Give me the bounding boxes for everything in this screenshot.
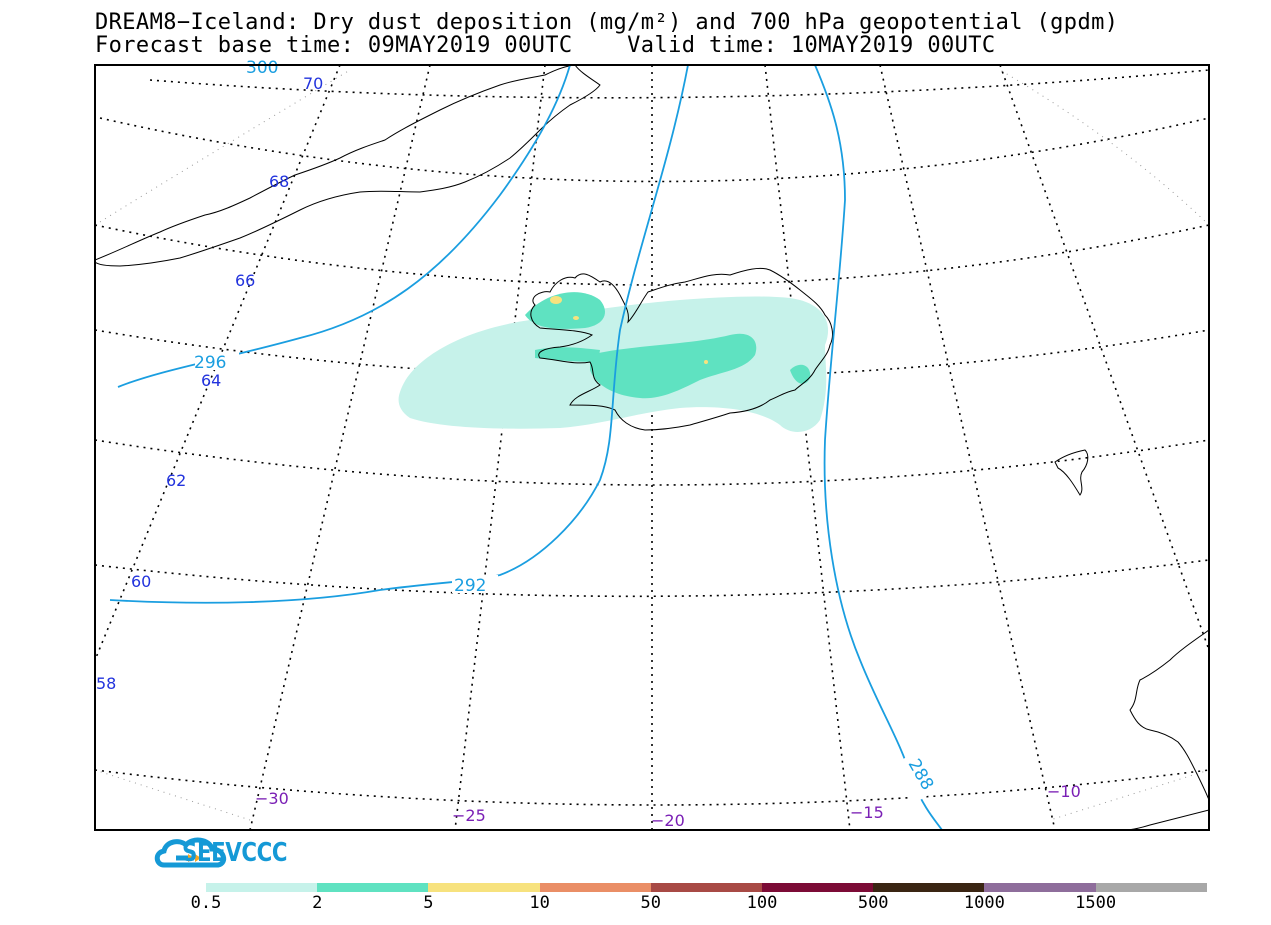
color-bar-label: 500: [857, 893, 889, 913]
latitude-label-62: 62: [166, 471, 186, 490]
color-bar-segment: [1095, 883, 1207, 892]
iceland-coast: [530, 267, 833, 431]
latitude-labels: 70 68 66 64 62 60 58: [96, 74, 323, 693]
color-bar-segment: [428, 883, 540, 892]
contour-label-292: 292: [454, 576, 486, 596]
longitude-label-minus25: −25: [452, 806, 486, 825]
map-frame: [94, 64, 1210, 831]
logo-text: SEEVCCC: [182, 838, 288, 868]
color-bar-segment: [317, 883, 429, 892]
latitude-gridlines: [95, 69, 1209, 806]
color-bar: [206, 883, 1207, 892]
color-bar-segment: [761, 883, 874, 892]
color-bar-label: 100: [746, 893, 778, 913]
longitude-label-minus10: −10: [1047, 782, 1081, 801]
map-title: DREAM8−Iceland: Dry dust deposition (mg/…: [95, 10, 1119, 35]
latitude-label-66: 66: [235, 271, 255, 290]
contour-labels: 300 296 292 288: [194, 58, 942, 805]
longitude-labels: −30 −25 −20 −15 −10: [255, 782, 1081, 830]
norway-coast: [1129, 629, 1209, 801]
color-bar-segment: [650, 883, 762, 892]
latitude-label-60: 60: [131, 572, 151, 591]
color-bar-segment: [206, 883, 318, 892]
color-bar-label: 50: [640, 893, 662, 913]
coastlines: [95, 65, 1209, 830]
latitude-label-70: 70: [303, 74, 323, 93]
color-bar-segment: [873, 883, 985, 892]
color-bar-label: 0.5: [190, 893, 222, 913]
map-subtitle: Forecast base time: 09MAY2019 00UTC Vali…: [95, 33, 996, 58]
longitude-gridlines: [95, 65, 1209, 830]
latitude-label-68: 68: [269, 172, 289, 191]
longitude-label-minus20: −20: [651, 811, 685, 830]
color-bar-label: 1500: [1075, 893, 1117, 913]
color-bar-segment: [539, 883, 651, 892]
cloud-icon: [154, 837, 227, 868]
shetland-coast: [1124, 809, 1209, 830]
longitude-label-minus15: −15: [850, 803, 884, 822]
contour-label-300: 300: [246, 58, 278, 78]
color-bar-segment: [984, 883, 1096, 892]
dust-deposition-field: [398, 292, 829, 432]
latitude-label-64: 64: [201, 371, 221, 390]
color-bar-label: 5: [423, 893, 434, 913]
greenland-coast: [95, 65, 601, 267]
longitude-label-minus30: −30: [255, 789, 289, 808]
contour-label-296: 296: [194, 353, 226, 373]
latitude-label-58: 58: [96, 674, 116, 693]
color-bar-label: 1000: [963, 893, 1005, 913]
color-bar-label: 10: [529, 893, 550, 913]
faroe-coast: [1054, 449, 1089, 496]
color-bar-label: 2: [312, 893, 323, 913]
geopotential-contours: [109, 65, 943, 830]
latitude-gridlines-faint: [95, 69, 1209, 821]
